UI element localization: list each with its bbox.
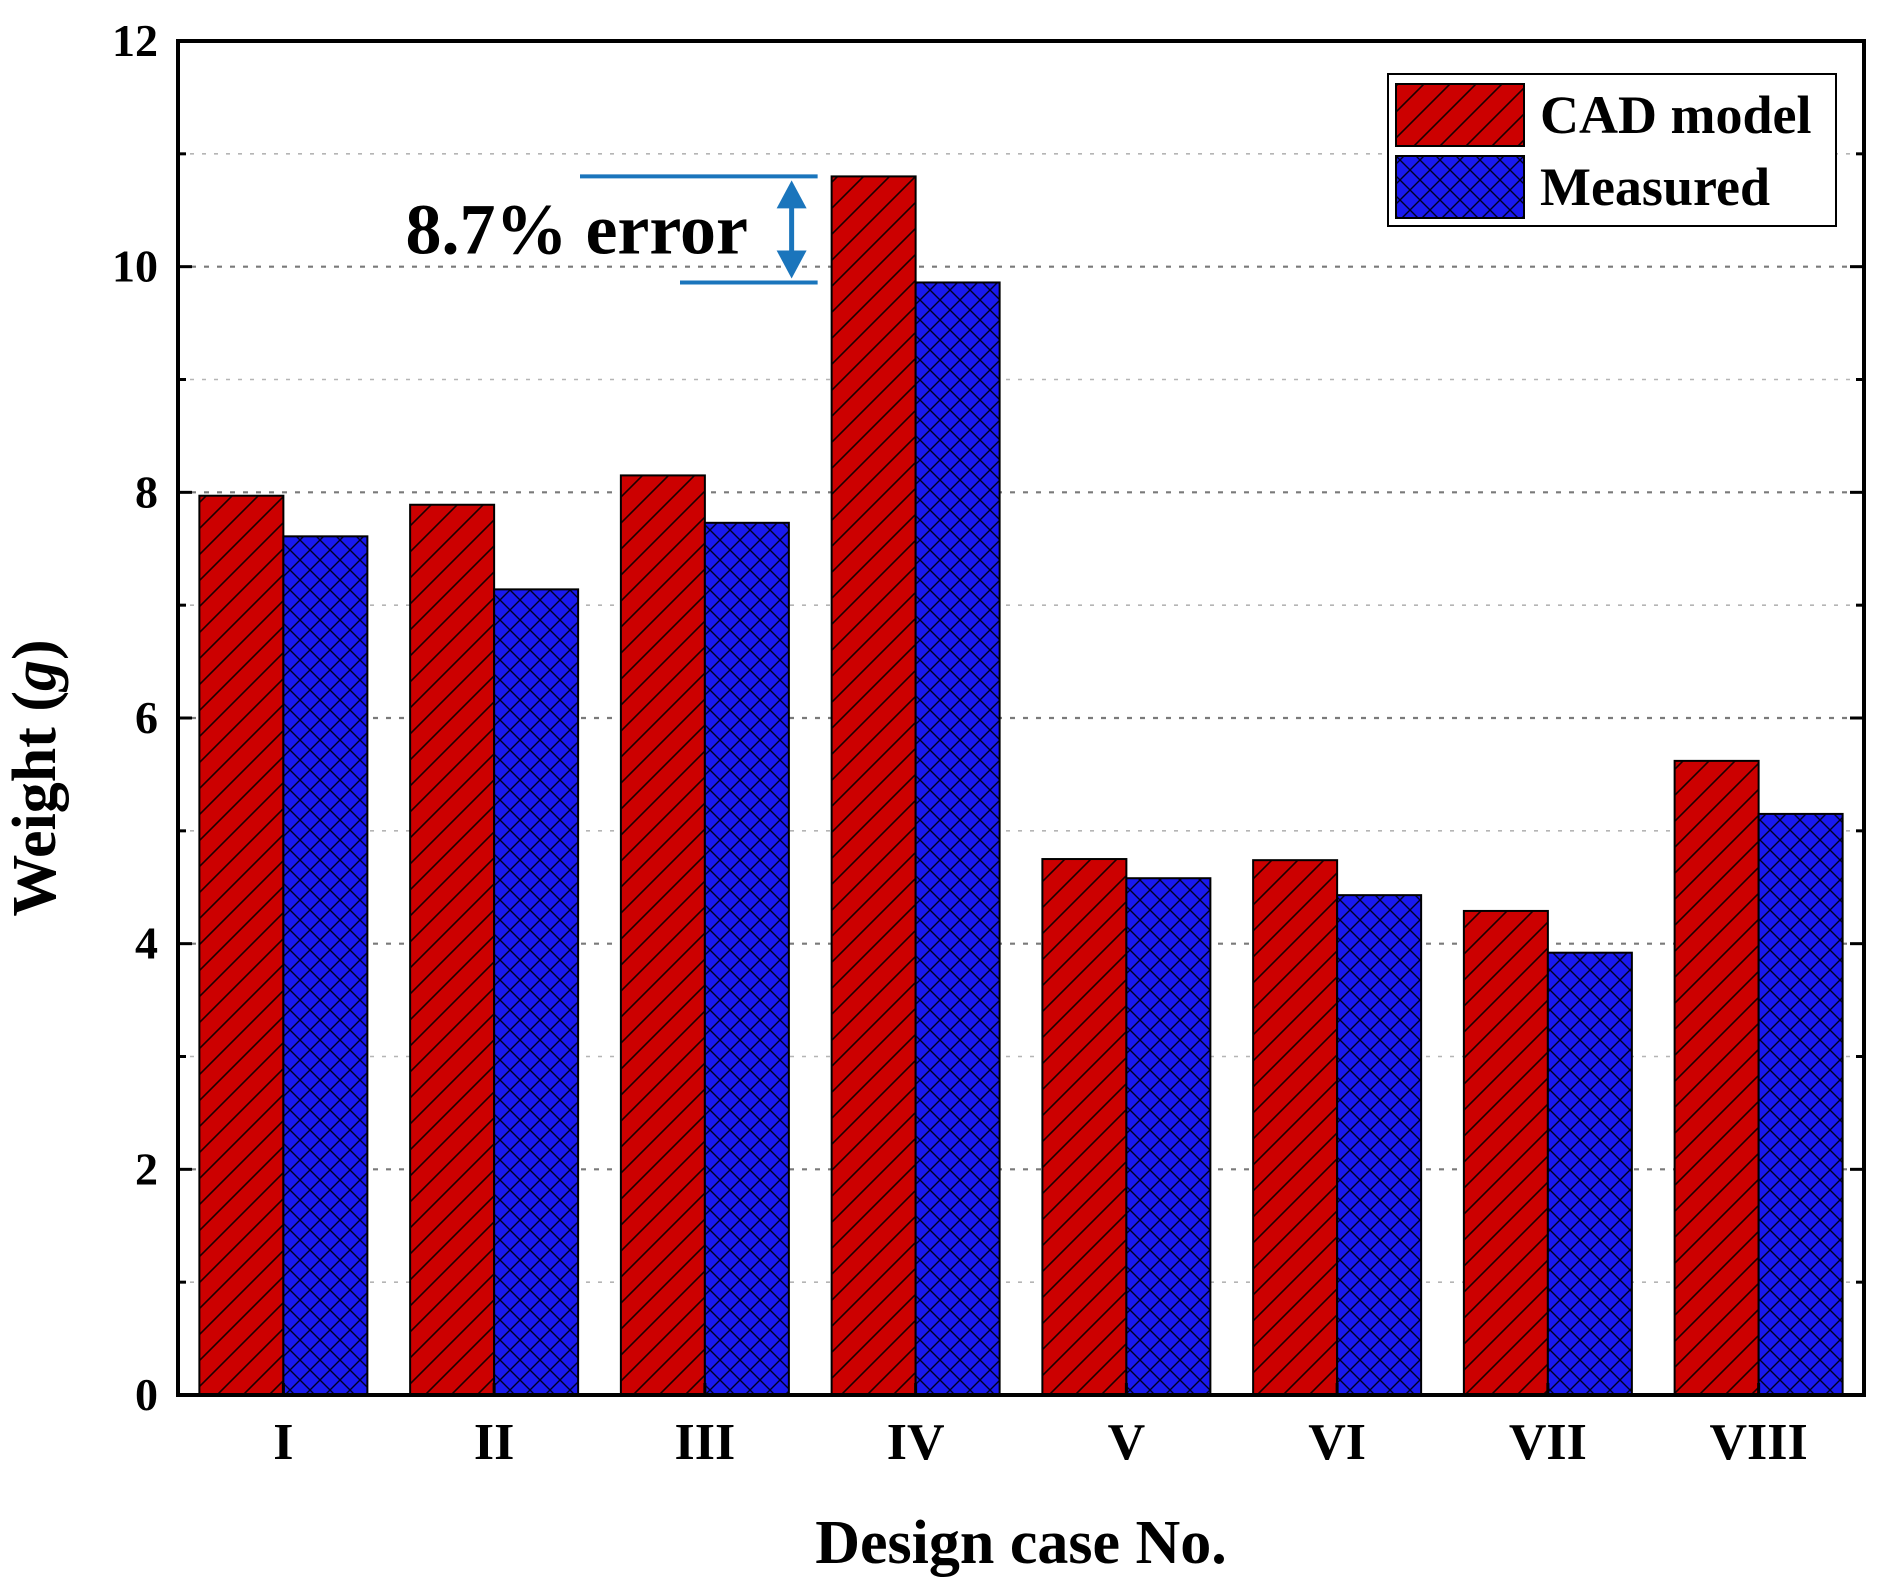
bar-measured-VII bbox=[1546, 951, 1633, 1397]
x-axis-title: Design case No. bbox=[815, 1509, 1227, 1577]
bar-cad-model-VIII bbox=[1673, 759, 1760, 1396]
y-tick-label: 4 bbox=[135, 918, 158, 969]
y-tick-label: 12 bbox=[112, 15, 158, 66]
legend: CAD model Measured bbox=[1387, 73, 1837, 227]
x-tick-label-VIII: VIII bbox=[1709, 1414, 1807, 1471]
y-axis-title-close: ) bbox=[1, 639, 69, 660]
y-tick-label: 0 bbox=[135, 1369, 158, 1420]
x-tick-label-VI: VI bbox=[1308, 1414, 1366, 1471]
bar-measured-III bbox=[703, 521, 790, 1396]
bar-cad-model-VI bbox=[1252, 859, 1339, 1396]
bar-cad-model-I bbox=[198, 494, 285, 1396]
y-axis-title-unit: g bbox=[1, 660, 69, 693]
y-tick-label: 8 bbox=[135, 466, 158, 517]
legend-swatch-cad-model bbox=[1395, 83, 1525, 147]
bar-cad-model-V bbox=[1041, 858, 1128, 1396]
annotation-text: 8.7% error bbox=[405, 189, 748, 269]
x-tick-label-IV: IV bbox=[887, 1414, 945, 1471]
y-tick-label: 2 bbox=[135, 1143, 158, 1194]
bar-cad-model-VII bbox=[1462, 909, 1549, 1396]
bar-cad-model-II bbox=[409, 503, 496, 1396]
legend-label-measured: Measured bbox=[1540, 157, 1770, 217]
bar-measured-VIII bbox=[1757, 812, 1844, 1396]
legend-label-cad-model: CAD model bbox=[1540, 85, 1811, 145]
bar-measured-IV bbox=[914, 281, 1001, 1396]
x-tick-label-I: I bbox=[273, 1414, 293, 1471]
error-annotation: 8.7% error bbox=[405, 174, 818, 285]
x-tick-label-III: III bbox=[675, 1414, 736, 1471]
y-tick-label: 10 bbox=[112, 241, 158, 292]
bar-measured-VI bbox=[1336, 894, 1423, 1396]
x-tick-label-V: V bbox=[1108, 1414, 1146, 1471]
bar-measured-II bbox=[493, 588, 580, 1396]
bar-measured-V bbox=[1125, 877, 1212, 1396]
bar-measured-I bbox=[282, 535, 369, 1396]
y-axis-title: Weight (g) bbox=[1, 639, 69, 916]
y-tick-label: 6 bbox=[135, 692, 158, 743]
annotation-arrow-down-icon bbox=[776, 250, 807, 279]
x-tick-label-II: II bbox=[474, 1414, 514, 1471]
legend-swatch-measured bbox=[1395, 155, 1525, 219]
x-tick-label-VII: VII bbox=[1509, 1414, 1587, 1471]
bars-layer bbox=[198, 175, 1844, 1397]
y-axis-title-main: Weight ( bbox=[1, 691, 69, 917]
bar-cad-model-IV bbox=[830, 175, 917, 1396]
annotation-arrow-up-icon bbox=[776, 180, 807, 209]
bar-cad-model-III bbox=[619, 474, 706, 1396]
